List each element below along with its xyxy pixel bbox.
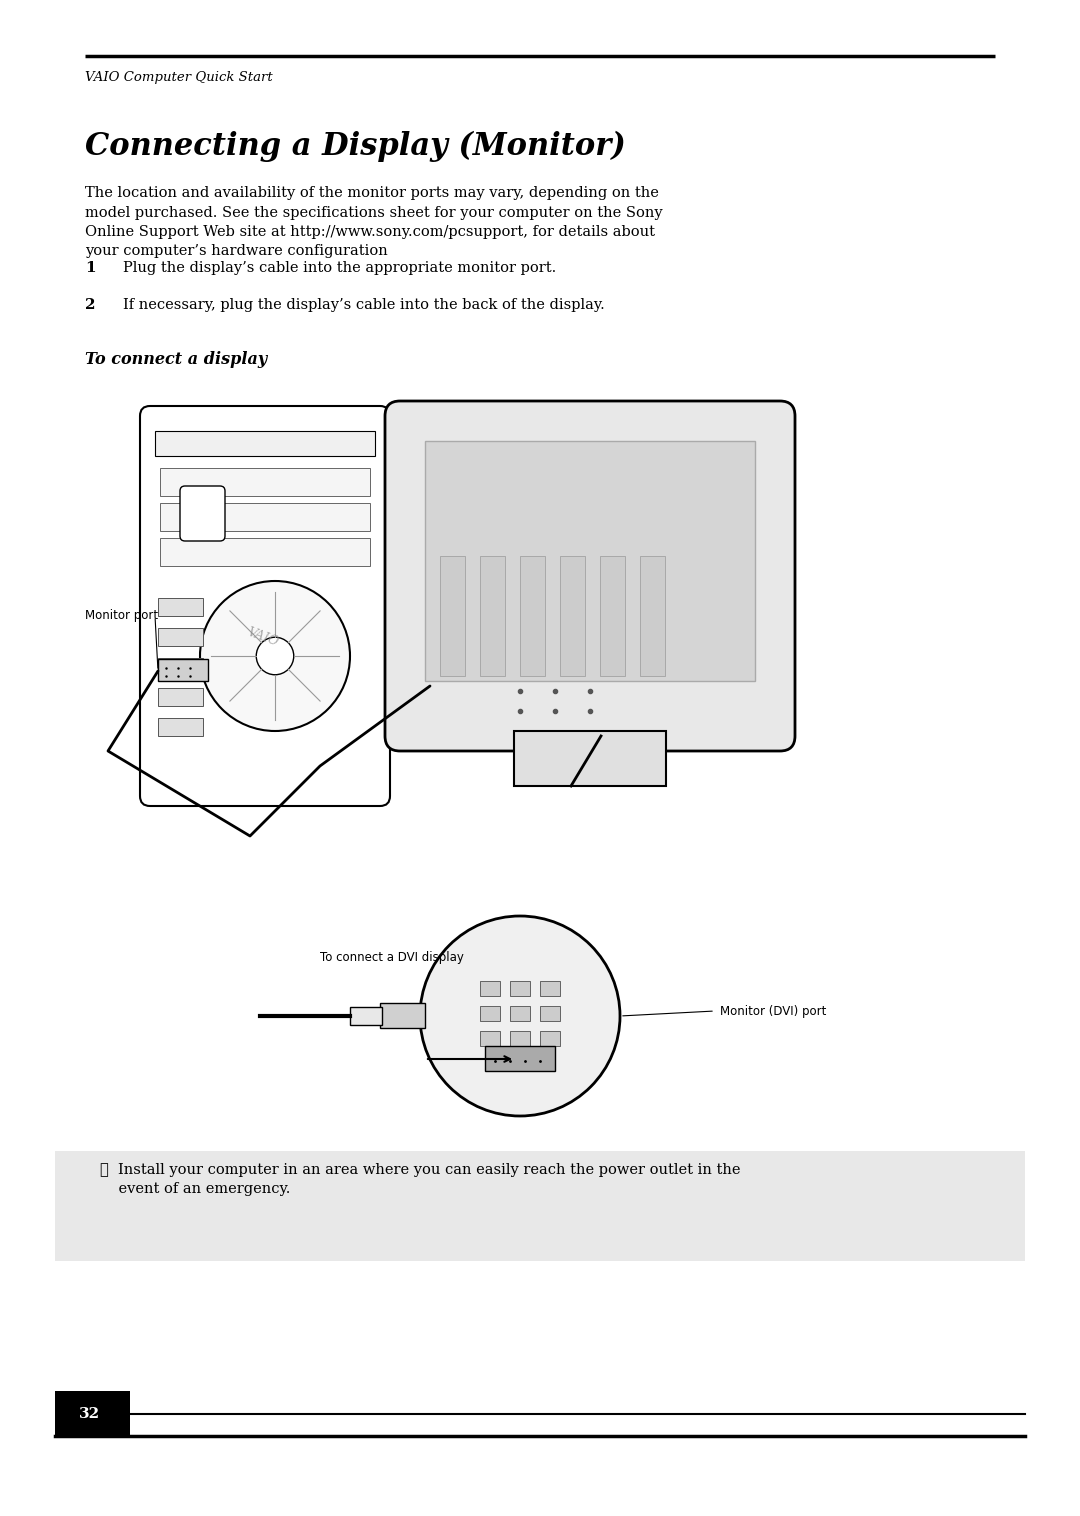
Text: If necessary, plug the display’s cable into the back of the display.: If necessary, plug the display’s cable i… (123, 299, 605, 312)
Text: VAIO: VAIO (245, 626, 280, 649)
Bar (55, 1392, 130, 1436)
Bar (540, 981, 561, 996)
Bar (426, 441, 755, 681)
Bar (540, 1031, 561, 1046)
Bar (158, 719, 203, 735)
Circle shape (420, 916, 620, 1116)
Bar (156, 431, 375, 456)
FancyBboxPatch shape (140, 406, 390, 807)
FancyBboxPatch shape (384, 402, 795, 750)
Text: 2: 2 (85, 299, 95, 312)
Bar (158, 597, 203, 615)
Bar (485, 1046, 555, 1070)
Bar (480, 1031, 500, 1046)
Text: To connect a DVI display: To connect a DVI display (320, 951, 464, 964)
Bar (160, 468, 370, 496)
Text: 1: 1 (85, 261, 96, 274)
Text: To connect a display: To connect a display (85, 352, 267, 368)
Bar (519, 556, 545, 676)
Bar (480, 981, 500, 996)
Bar (510, 1007, 530, 1020)
Bar (514, 731, 666, 785)
Bar (158, 659, 208, 681)
Bar (480, 556, 505, 676)
Bar (600, 556, 625, 676)
Text: ℹ  Install your computer in an area where you can easily reach the power outlet : ℹ Install your computer in an area where… (100, 1163, 741, 1196)
Bar (160, 538, 370, 565)
Text: Monitor (DVI) port: Monitor (DVI) port (720, 1005, 826, 1017)
Text: VAIO Computer Quick Start: VAIO Computer Quick Start (85, 71, 273, 83)
Bar (480, 1007, 500, 1020)
Bar (160, 503, 370, 531)
Text: 32: 32 (80, 1407, 100, 1420)
Bar (380, 1004, 426, 1028)
Text: Connecting a Display (Monitor): Connecting a Display (Monitor) (85, 130, 625, 162)
Bar (510, 981, 530, 996)
Text: The location and availability of the monitor ports may vary, depending on the
mo: The location and availability of the mon… (85, 186, 663, 259)
Text: Plug the display’s cable into the appropriate monitor port.: Plug the display’s cable into the approp… (123, 261, 556, 274)
Circle shape (200, 581, 350, 731)
Circle shape (256, 637, 294, 675)
Bar (158, 628, 203, 646)
Bar (640, 556, 665, 676)
Bar (540, 1007, 561, 1020)
Bar (510, 1031, 530, 1046)
Bar (350, 1007, 382, 1025)
FancyBboxPatch shape (55, 1151, 1025, 1261)
Text: Monitor port: Monitor port (85, 609, 158, 623)
FancyBboxPatch shape (180, 487, 225, 541)
Bar (158, 688, 203, 706)
Bar (561, 556, 585, 676)
Bar (158, 658, 203, 676)
Bar (440, 556, 465, 676)
